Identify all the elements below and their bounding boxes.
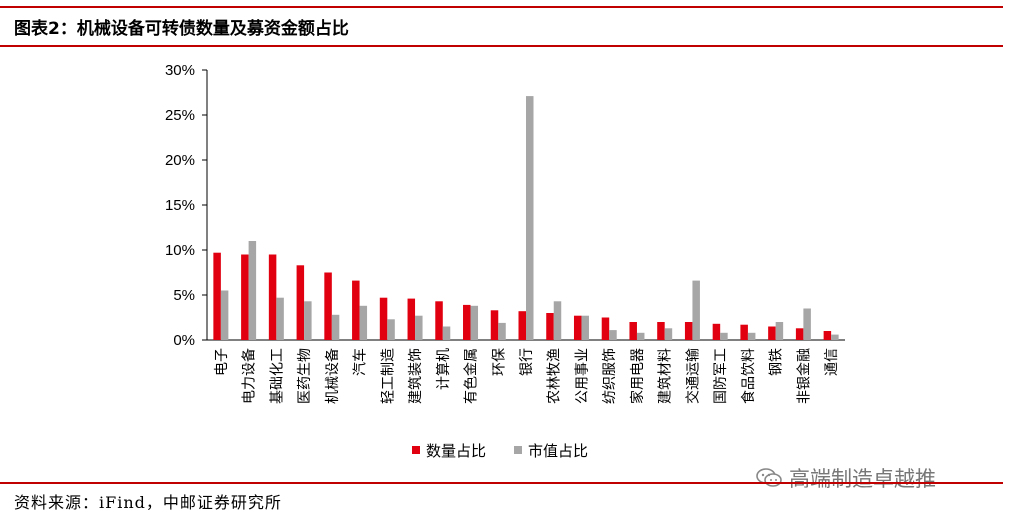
x-tick-label: 汽车 xyxy=(352,348,369,376)
wechat-icon xyxy=(756,468,782,487)
bar-count xyxy=(407,298,416,340)
bar-count xyxy=(435,301,443,340)
x-tick-label: 电子 xyxy=(214,348,230,376)
x-tick-label: 家用电器 xyxy=(629,348,646,404)
bar-value xyxy=(415,315,423,340)
x-tick-label: 通信 xyxy=(824,348,840,376)
bar-count xyxy=(379,297,388,340)
x-tick-label: 计算机 xyxy=(436,348,452,390)
x-tick-label: 医药生物 xyxy=(297,348,313,404)
x-tick-label: 电力设备 xyxy=(241,348,258,404)
bar-value xyxy=(664,328,673,340)
watermark-text: 高端制造卓越推 xyxy=(789,467,936,491)
bar-value xyxy=(636,332,645,340)
bar-count xyxy=(740,324,748,340)
legend-swatch xyxy=(514,446,522,454)
bar-value xyxy=(220,290,229,340)
bar-count xyxy=(768,326,776,340)
bar-count xyxy=(546,313,554,340)
bar-value xyxy=(553,301,562,340)
bar-count xyxy=(684,322,693,340)
x-tick-label: 基础化工 xyxy=(268,348,285,404)
x-tick-label: 纺织服饰 xyxy=(602,348,618,404)
bar-value xyxy=(775,322,784,340)
bar-count xyxy=(629,322,637,340)
bar-count xyxy=(490,310,499,340)
y-tick-label: 30% xyxy=(165,62,195,79)
x-tick-label: 建筑装饰 xyxy=(408,348,424,404)
x-tick-label: 国防军工 xyxy=(713,348,729,404)
legend-swatch xyxy=(412,446,420,454)
x-tick-label: 农林牧渔 xyxy=(547,348,563,404)
x-tick-label: 公用事业 xyxy=(574,348,590,404)
bar-count xyxy=(296,265,305,340)
bar-count xyxy=(601,317,610,340)
bar-value xyxy=(526,96,534,340)
bar-count xyxy=(241,254,249,340)
legend-label: 数量占比 xyxy=(426,442,486,460)
bar-count xyxy=(712,323,721,340)
x-tick-label: 轻工制造 xyxy=(380,348,396,404)
bar-value xyxy=(581,315,589,340)
legend-label: 市值占比 xyxy=(528,442,588,460)
bar-count xyxy=(823,331,832,340)
bar-count xyxy=(213,252,221,340)
bar-value xyxy=(387,319,395,340)
title-rule xyxy=(0,45,1003,47)
x-tick-label: 交通运输 xyxy=(684,348,701,404)
bar-value xyxy=(747,332,756,340)
y-tick-label: 15% xyxy=(165,197,195,214)
bar-value xyxy=(470,305,479,340)
y-tick-label: 0% xyxy=(173,332,195,349)
bar-count xyxy=(657,322,665,340)
x-tick-label: 银行 xyxy=(519,348,535,376)
x-tick-label: 机械设备 xyxy=(324,348,341,404)
bar-value xyxy=(831,334,839,340)
bar-count xyxy=(518,311,526,340)
bar-count xyxy=(573,315,582,340)
bar-value xyxy=(248,241,257,340)
watermark: 高端制造卓越推 xyxy=(755,463,936,493)
bar-count xyxy=(324,272,332,340)
page-title: 图表2：机械设备可转债数量及募资金额占比 xyxy=(14,19,349,39)
bar-value xyxy=(803,308,811,340)
x-tick-label: 钢铁 xyxy=(769,348,785,376)
bar-value xyxy=(442,326,451,340)
x-tick-label: 非银金融 xyxy=(796,348,812,404)
bottom-rule xyxy=(0,482,1003,484)
bar-value xyxy=(276,297,284,340)
y-tick-label: 20% xyxy=(165,152,195,169)
bar-value xyxy=(720,332,728,340)
bar-value xyxy=(304,301,312,340)
y-tick-label: 10% xyxy=(165,242,195,259)
x-tick-label: 有色金属 xyxy=(463,348,480,404)
bar-count xyxy=(352,280,360,340)
bar-count xyxy=(795,328,804,340)
bar-count xyxy=(268,254,277,340)
x-tick-label: 建筑材料 xyxy=(658,348,674,404)
bar-value xyxy=(331,314,340,340)
bar-value xyxy=(498,322,506,340)
bar-value xyxy=(692,280,700,340)
y-tick-label: 5% xyxy=(173,287,195,304)
y-tick-label: 25% xyxy=(165,107,195,124)
top-rule xyxy=(0,6,1003,8)
source-note: 资料来源：iFind，中邮证券研究所 xyxy=(14,493,282,512)
x-tick-label: 环保 xyxy=(491,348,507,376)
x-tick-label: 食品饮料 xyxy=(740,348,757,404)
bar-count xyxy=(463,304,471,340)
bar-value xyxy=(609,330,617,340)
bar-value xyxy=(359,305,368,340)
